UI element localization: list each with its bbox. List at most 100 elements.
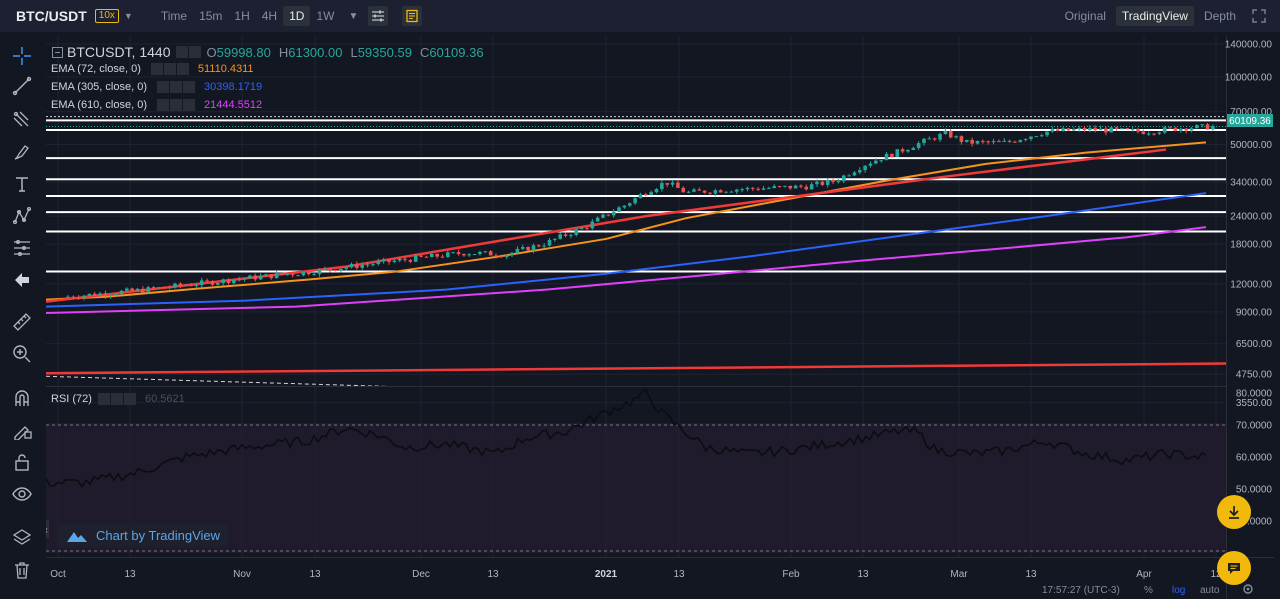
rsi-visibility-icon[interactable] [97,393,110,405]
brush-icon[interactable] [10,140,34,164]
candle-body [167,287,172,289]
legend-open: 59998.80 [216,44,271,60]
candle-body [504,255,509,258]
rsi-actions[interactable] [97,393,137,405]
layers-icon[interactable] [10,526,34,550]
ema610-settings-icon[interactable] [170,99,182,111]
collapse-legend-icon[interactable] [52,46,63,58]
candle-body [585,227,589,229]
collapse-panel-toggle[interactable]: ‹ [43,520,49,538]
trendline-icon[interactable] [10,74,34,98]
candle-body [724,191,728,193]
unlock-icon[interactable] [10,450,34,474]
gear-icon[interactable] [1242,583,1254,595]
candle-body [285,274,290,276]
ema305-settings-icon[interactable] [170,81,182,93]
crosshair-icon[interactable] [10,44,34,68]
chart-area[interactable]: 140000.00 100000.00 70000.00 50000.00 34000.… [43,36,1274,599]
lock-drawing-icon[interactable] [10,418,34,442]
scroll-to-latest-button[interactable] [1217,495,1251,529]
candle-body [360,264,365,268]
ema305-actions[interactable] [157,81,196,93]
ema72-value: 51110.4311 [197,63,254,75]
candle-body [1211,126,1215,130]
indicators-icon[interactable] [402,6,423,26]
zoom-in-icon[interactable] [10,342,34,366]
candle-body [1034,136,1039,138]
tf-1d[interactable]: 1D [283,6,311,26]
settings-sliders-icon[interactable] [368,6,389,26]
tf-4h[interactable]: 4H [261,9,278,23]
ema305-label: EMA (305, close, 0) [51,81,147,93]
candle-body [627,203,632,206]
rsi-settings-icon[interactable] [110,393,123,405]
price-tick-label: 18000.00 [1230,240,1272,251]
ruler-icon[interactable] [10,310,34,334]
magnet-icon[interactable] [10,386,34,410]
chevron-down-icon[interactable]: ▼ [123,11,133,21]
fullscreen-icon[interactable] [1252,9,1266,23]
candle-body [1146,133,1151,135]
rsi-close-icon[interactable] [123,393,136,405]
leverage-badge[interactable]: 10x [94,9,119,23]
candle-body [633,198,637,204]
candle-body [718,190,723,193]
settings-icon[interactable] [189,46,202,58]
pitchfork-icon[interactable] [10,108,34,132]
price-chart[interactable]: 140000.00 100000.00 70000.00 50000.00 34000.… [43,36,1274,599]
tf-1w[interactable]: 1W [316,9,335,23]
rsi-tick-label: 80.0000 [1236,389,1273,400]
ema305-close-icon[interactable] [183,81,195,93]
tf-time[interactable]: Time [160,9,188,23]
ema72-close-icon[interactable] [176,63,189,75]
candle-body [408,260,413,262]
candle-body [751,187,755,189]
ema610-actions[interactable] [157,99,196,111]
candle-body [82,295,86,299]
view-original[interactable]: Original [1064,9,1106,23]
candle-body [767,187,771,189]
candle-body [622,205,627,208]
candle-body [339,268,343,271]
candle-body [237,279,241,281]
trash-icon[interactable] [10,558,34,582]
candle-body [248,275,252,279]
text-tool-icon[interactable] [10,172,34,196]
ema305-visibility-icon[interactable] [157,81,169,93]
symbol-name[interactable]: BTC/USDT [16,8,87,24]
tradingview-badge[interactable]: Chart by TradingView [58,524,229,547]
candle-body [681,187,686,193]
ema-lines [46,141,1226,375]
legend-actions[interactable] [176,46,202,58]
footer-bar: 17:57:27 (UTC-3) % log auto [46,581,1274,599]
time-tick-label: 13 [673,569,685,580]
ema610-close-icon[interactable] [183,99,195,111]
auto-toggle[interactable]: auto [1200,585,1220,596]
candle-body [831,179,835,182]
candle-body [226,279,231,284]
price-tick-label: 140000.00 [1225,40,1273,51]
log-toggle[interactable]: log [1172,585,1186,596]
percent-toggle[interactable]: % [1144,585,1153,596]
ema610-visibility-icon[interactable] [157,99,169,111]
ema610-line [46,226,1207,314]
view-tradingview[interactable]: TradingView [1115,6,1194,26]
eye-icon[interactable] [10,482,34,506]
tf-15m[interactable]: 15m [199,9,223,23]
time-axis: Oct 13 Nov 13 Dec 13 2021 13 Feb 13 Mar 13 Apr 12 [50,569,1222,580]
candle-body [1205,124,1210,130]
more-timeframes-icon[interactable]: ▼ [348,10,359,22]
prediction-icon[interactable] [10,236,34,260]
candle-body [997,141,1001,143]
candle-body [317,269,322,275]
pattern-icon[interactable] [10,204,34,228]
ema72-actions[interactable] [150,63,190,75]
candle-body [232,279,236,284]
back-arrow-icon[interactable] [10,268,34,292]
tf-1h[interactable]: 1H [234,9,250,23]
visibility-icon[interactable] [176,46,189,58]
ema72-settings-icon[interactable] [163,63,176,75]
view-depth[interactable]: Depth [1203,9,1236,23]
ema72-visibility-icon[interactable] [150,63,163,75]
chat-button[interactable] [1217,551,1251,585]
